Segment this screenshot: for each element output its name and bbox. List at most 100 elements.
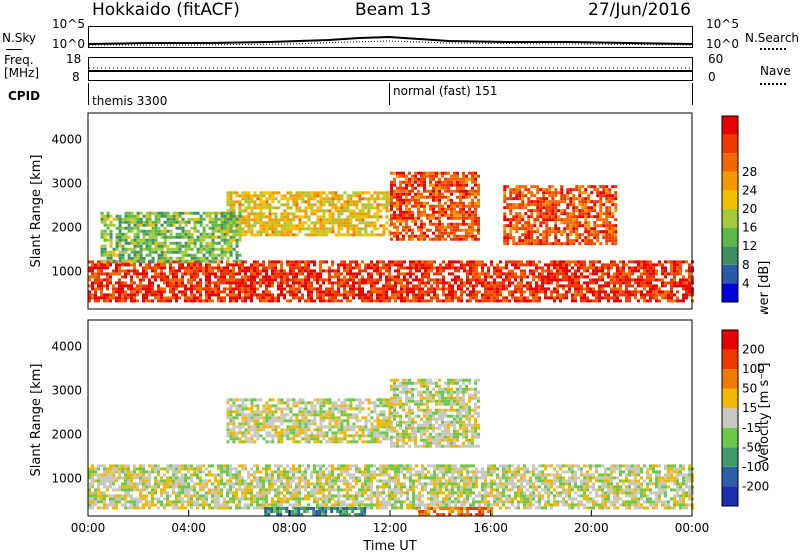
power-cell: [364, 263, 367, 267]
power-cell: [130, 211, 134, 215]
power-cell: [563, 194, 567, 198]
power-cell: [319, 290, 322, 294]
power-cell: [586, 266, 589, 270]
power-cell: [196, 266, 199, 270]
power-cell: [679, 263, 682, 267]
power-cell: [471, 198, 474, 202]
power-cell: [589, 287, 592, 291]
power-cell: [581, 209, 585, 213]
power-cell: [442, 293, 445, 297]
velocity-cell: [175, 464, 178, 468]
power-cell: [358, 278, 361, 282]
power-cell: [506, 218, 510, 222]
power-cell: [97, 263, 100, 267]
power-cell: [451, 290, 454, 294]
power-cell: [411, 183, 414, 187]
power-cell: [292, 215, 296, 219]
power-cell: [202, 253, 206, 257]
power-cell: [535, 293, 538, 297]
power-cell: [205, 247, 209, 251]
power-cell: [376, 296, 379, 300]
velocity-cell: [88, 473, 91, 477]
power-cell: [295, 278, 298, 282]
power-cell: [286, 281, 289, 285]
power-cell: [566, 218, 570, 222]
power-cell: [490, 284, 493, 288]
power-cell: [271, 194, 275, 198]
power-cell: [328, 212, 332, 216]
power-cell: [247, 221, 251, 225]
velocity-cell: [190, 464, 193, 468]
power-cell: [313, 233, 317, 237]
power-cell: [512, 197, 516, 201]
power-cell: [447, 231, 450, 235]
power-cbar-tick: 8: [742, 258, 750, 272]
velocity-cell: [94, 473, 97, 477]
power-cell: [542, 191, 546, 195]
power-cell: [598, 293, 601, 297]
power-cell: [394, 284, 397, 288]
power-cell: [542, 206, 546, 210]
power-cell: [560, 212, 564, 216]
power-cell: [396, 198, 399, 202]
power-cell: [468, 216, 471, 220]
power-cell: [253, 200, 257, 204]
power-cell: [298, 269, 301, 273]
power-cell: [289, 269, 292, 273]
velocity-cell: [175, 485, 178, 489]
power-region: [390, 171, 480, 241]
power-cell: [229, 299, 232, 303]
power-cell: [526, 299, 529, 303]
power-cell: [477, 231, 480, 235]
power-cell: [283, 221, 287, 225]
power-cell: [527, 233, 531, 237]
power-cell: [214, 226, 218, 230]
power-cell: [523, 269, 526, 273]
velocity-cell: [154, 479, 157, 483]
power-cell: [97, 287, 100, 291]
power-cell: [424, 284, 427, 288]
power-cell: [515, 227, 519, 231]
power-cell: [477, 192, 480, 196]
noise-panel: [88, 26, 693, 48]
power-cell: [382, 227, 386, 231]
velocity-cell: [193, 485, 196, 489]
velocity-cell: [214, 488, 217, 492]
power-cell: [223, 278, 226, 282]
power-cell: [545, 227, 549, 231]
power-cell: [151, 281, 154, 285]
power-cell: [456, 195, 459, 199]
velocity-cell: [217, 485, 220, 489]
power-cell: [157, 247, 161, 251]
power-cell: [432, 192, 435, 196]
power-cell: [544, 287, 547, 291]
power-cell: [148, 223, 152, 227]
power-cell: [259, 299, 262, 303]
velocity-cell: [88, 497, 91, 501]
power-cell: [619, 260, 622, 264]
velocity-cell: [202, 503, 205, 507]
power-cell: [447, 186, 450, 190]
power-cell: [196, 229, 200, 233]
power-cell: [358, 272, 361, 276]
power-cell: [465, 180, 468, 184]
power-cell: [509, 203, 513, 207]
power-cell: [390, 180, 393, 184]
power-cell: [466, 299, 469, 303]
power-cell: [526, 287, 529, 291]
power-cell: [577, 287, 580, 291]
power-cell: [244, 215, 248, 219]
power-cell: [559, 269, 562, 273]
power-cell: [529, 269, 532, 273]
power-cell: [325, 209, 329, 213]
power-cell: [220, 235, 224, 239]
power-cell: [493, 293, 496, 297]
power-cell: [538, 275, 541, 279]
power-cell: [393, 171, 396, 175]
power-cell: [589, 266, 592, 270]
power-cell: [450, 222, 453, 226]
power-cell: [432, 171, 435, 175]
velocity-cell: [196, 506, 199, 510]
power-cell: [571, 281, 574, 285]
power-cell: [301, 296, 304, 300]
